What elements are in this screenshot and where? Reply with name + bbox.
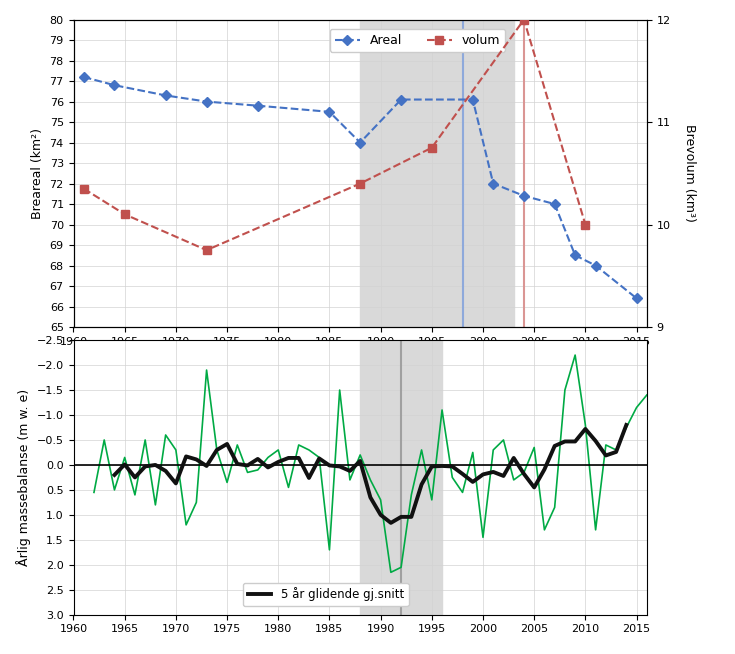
Legend: 5 år glidende gj.snitt: 5 år glidende gj.snitt xyxy=(243,583,409,606)
Bar xyxy=(360,340,442,615)
Y-axis label: Breareal (km²): Breareal (km²) xyxy=(31,128,44,219)
Y-axis label: Årlig massebalanse (m w. e): Årlig massebalanse (m w. e) xyxy=(16,389,31,566)
Y-axis label: Brevolum (km³): Brevolum (km³) xyxy=(683,124,695,222)
Bar xyxy=(360,20,514,327)
Legend: Areal, volum: Areal, volum xyxy=(329,29,506,52)
